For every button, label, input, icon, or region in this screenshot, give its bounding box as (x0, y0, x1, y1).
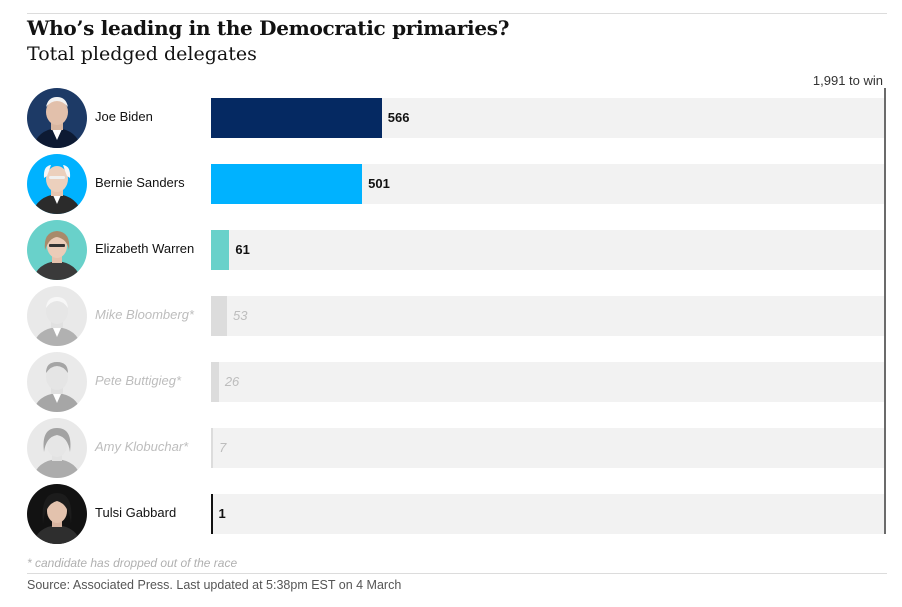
sanders-avatar (27, 154, 87, 214)
source-note: Source: Associated Press. Last updated a… (27, 578, 402, 592)
candidate-row-klobuchar: Amy Klobuchar* 7 (27, 418, 887, 478)
bar-value-biden: 566 (387, 110, 410, 125)
bar-gabbard (211, 494, 213, 534)
candidate-row-bloomberg: Mike Bloomberg* 53 (27, 286, 887, 346)
bar-track: 61 (211, 230, 884, 270)
bar-value-klobuchar: 7 (219, 440, 227, 455)
chart-title: Who’s leading in the Democratic primarie… (27, 16, 510, 40)
bar-sanders (211, 164, 363, 204)
candidate-row-buttigieg: Pete Buttigieg* 26 (27, 352, 887, 412)
bar-value-gabbard: 1 (218, 506, 226, 521)
top-rule (27, 13, 887, 14)
bar-buttigieg (211, 362, 219, 402)
bar-bloomberg (211, 296, 227, 336)
klobuchar-avatar (27, 418, 87, 478)
candidate-name: Elizabeth Warren (95, 241, 195, 256)
candidate-name: Amy Klobuchar* (95, 439, 189, 454)
biden-avatar (27, 88, 87, 148)
candidate-name: Bernie Sanders (95, 175, 185, 190)
bar-track: 501 (211, 164, 884, 204)
bar-track: 1 (211, 494, 884, 534)
bar-biden (211, 98, 382, 138)
bar-value-sanders: 501 (368, 176, 390, 191)
gabbard-avatar (27, 484, 87, 544)
buttigieg-avatar (27, 352, 87, 412)
bar-value-warren: 61 (235, 242, 250, 257)
bar-track: 566 (211, 98, 884, 138)
candidate-row-warren: Elizabeth Warren 61 (27, 220, 887, 280)
candidate-name: Joe Biden (95, 109, 153, 124)
candidate-row-gabbard: Tulsi Gabbard 1 (27, 484, 887, 544)
bar-track: 53 (211, 296, 884, 336)
footnote: * candidate has dropped out of the race (27, 556, 238, 570)
bar-value-bloomberg: 53 (232, 308, 248, 323)
bar-value-buttigieg: 26 (224, 374, 240, 389)
candidate-name: Tulsi Gabbard (95, 505, 177, 520)
win-threshold-label: 1,991 to win (812, 73, 883, 88)
candidate-row-biden: Joe Biden 566 (27, 88, 887, 148)
bar-klobuchar (211, 428, 214, 468)
candidate-name: Mike Bloomberg* (95, 307, 194, 322)
candidate-row-sanders: Bernie Sanders 501 (27, 154, 887, 214)
chart-subtitle: Total pledged delegates (27, 43, 257, 65)
bar-track: 26 (211, 362, 884, 402)
win-threshold-line (884, 88, 886, 534)
bottom-rule (27, 573, 887, 574)
bar-track: 7 (211, 428, 884, 468)
candidate-name: Pete Buttigieg* (95, 373, 182, 388)
bar-warren (211, 230, 230, 270)
warren-avatar (27, 220, 87, 280)
bloomberg-avatar (27, 286, 87, 346)
